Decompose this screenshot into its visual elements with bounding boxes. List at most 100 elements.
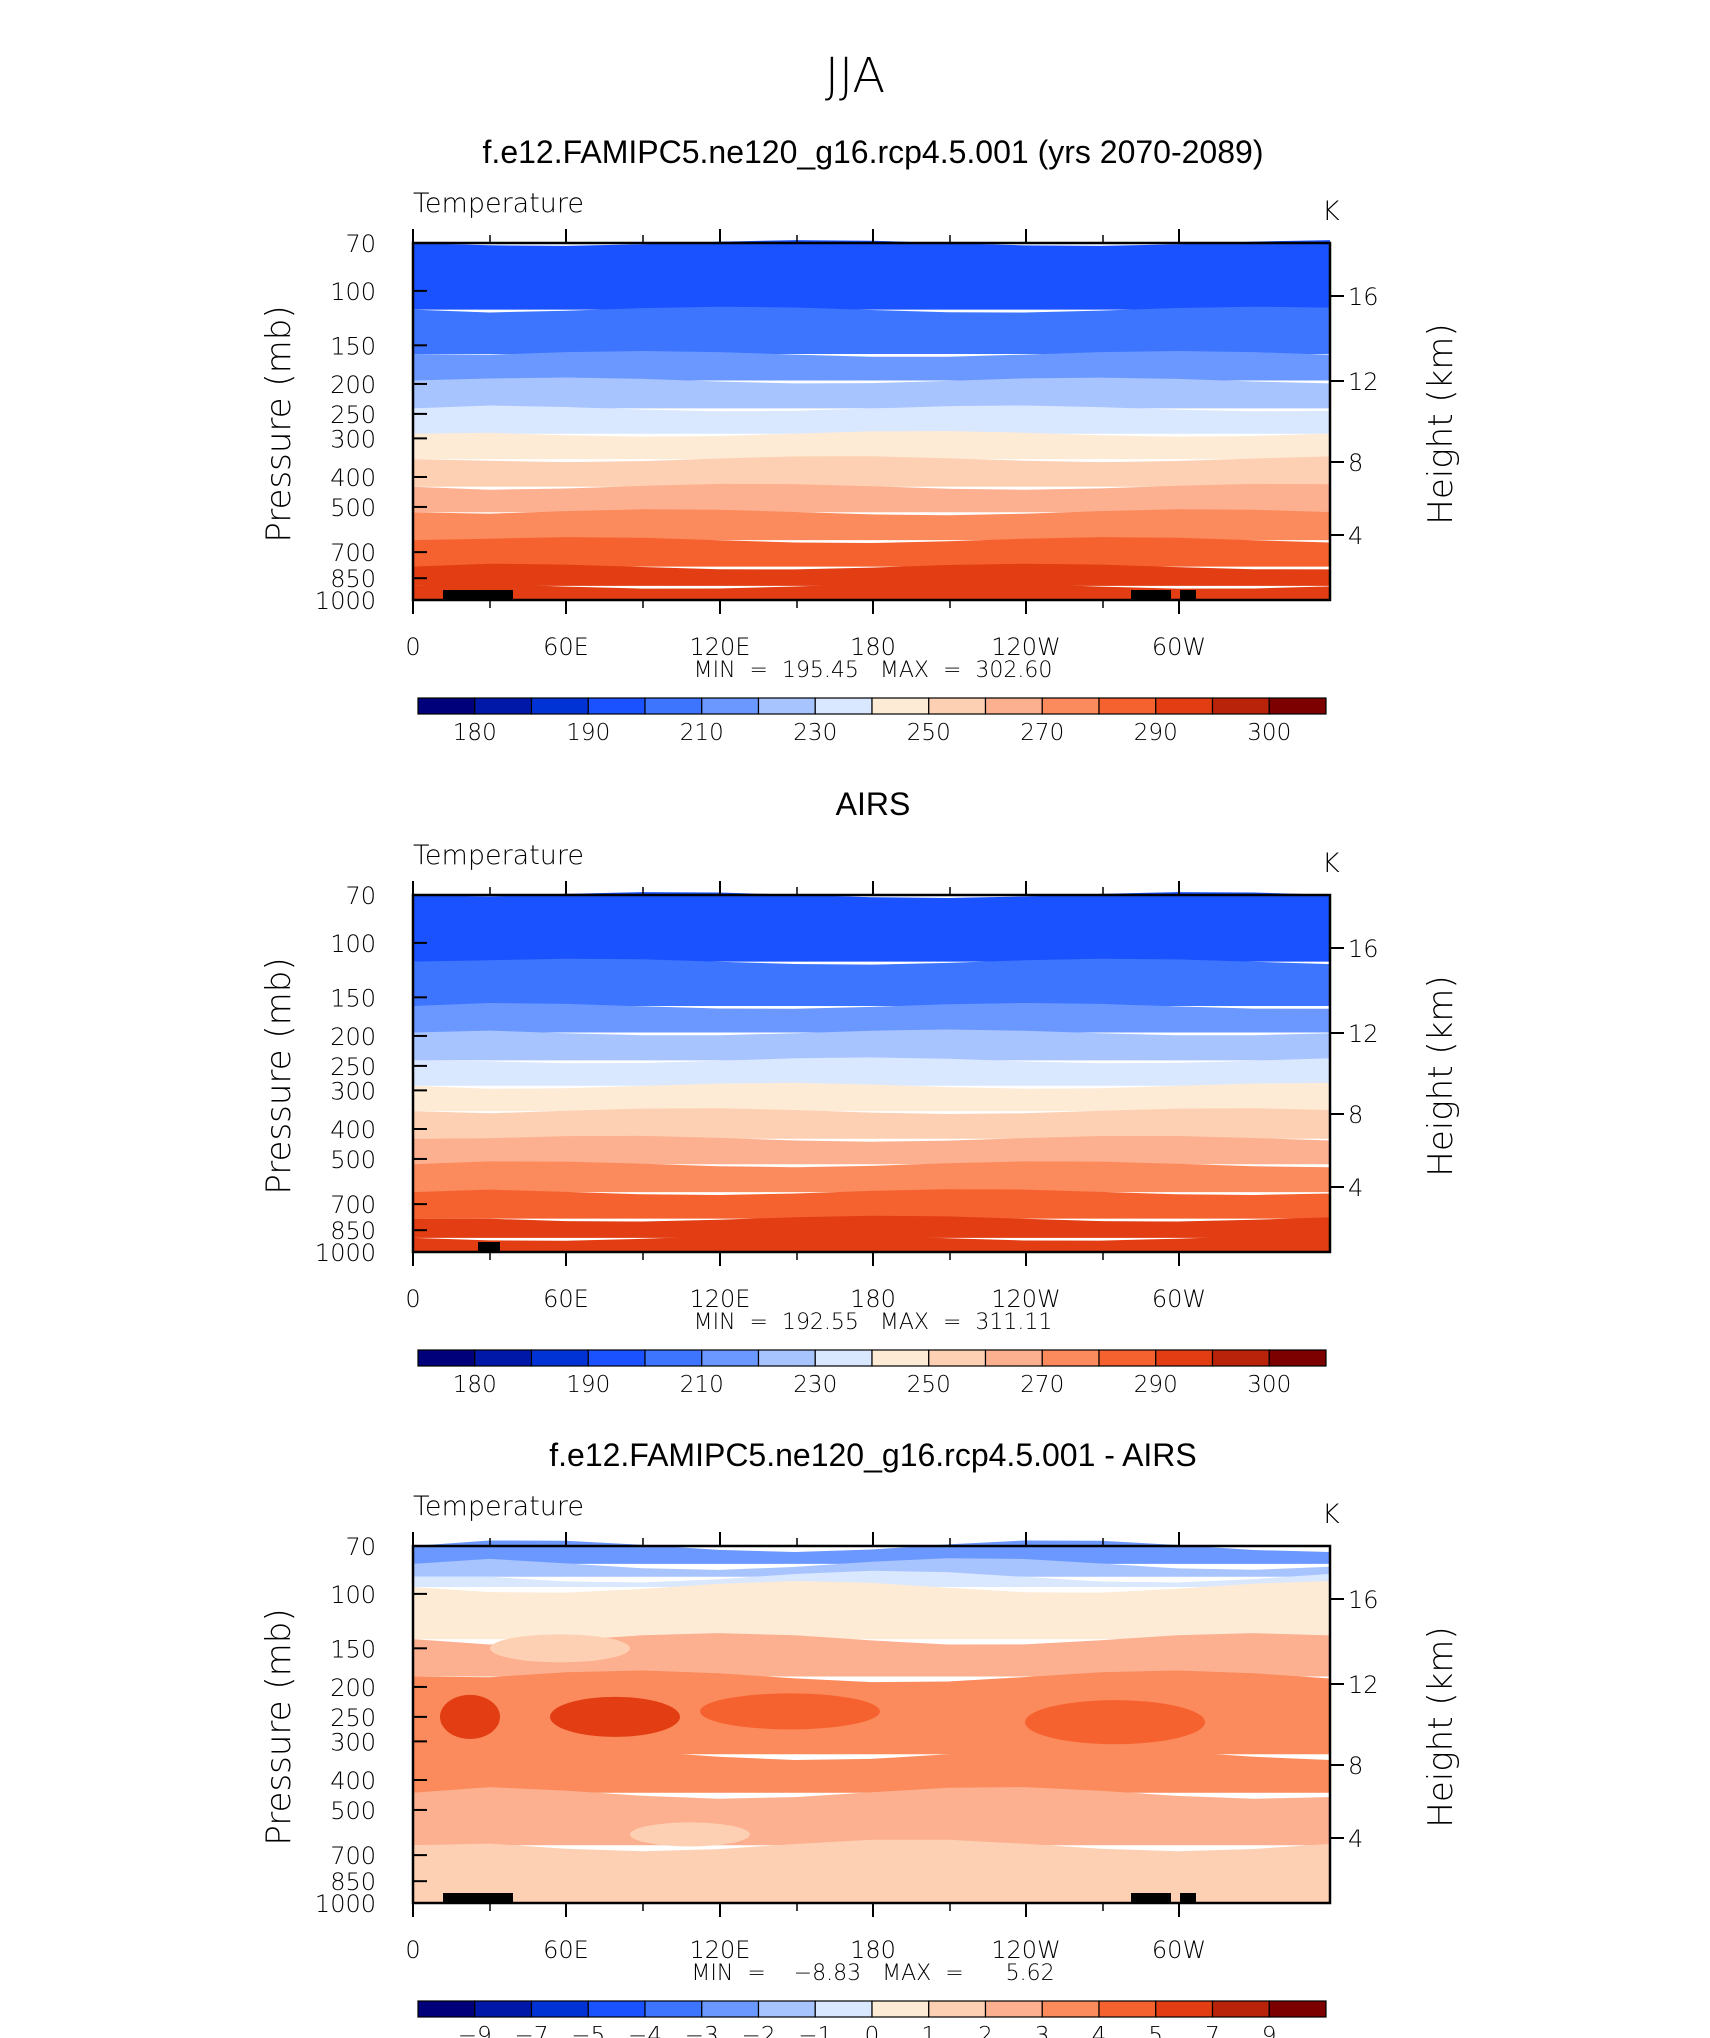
colorbar-box: [871, 2000, 930, 2018]
contour-band: [413, 1082, 1330, 1112]
y-tick-label: 70: [345, 230, 376, 258]
colorbar-label: −9: [458, 2023, 492, 2038]
y-tick-label: 1000: [315, 587, 376, 615]
contour-band: [413, 1108, 1330, 1139]
colorbar-box: [984, 2000, 1043, 2018]
y-right-tick-label: 12: [1348, 1671, 1379, 1699]
x-tick-label: 120E: [690, 1936, 751, 1964]
colorbar-box: [1268, 697, 1327, 715]
colorbar-box: [701, 697, 760, 715]
y-right-tick-label: 8: [1348, 449, 1363, 477]
colorbar-box: [587, 697, 646, 715]
colorbar-label: 270: [1020, 1372, 1064, 1398]
colorbar-box: [1155, 1349, 1214, 1367]
colorbar-box: [530, 2000, 589, 2018]
y-tick-label: 1000: [315, 1239, 376, 1267]
colorbar-box: [644, 1349, 703, 1367]
topography-mask: [443, 590, 513, 600]
panel-title: AIRS: [836, 786, 911, 822]
y-tick-label: 70: [345, 1533, 376, 1561]
topography-mask: [1131, 1893, 1171, 1903]
colorbar-box: [928, 697, 987, 715]
colorbar-label: 210: [680, 1372, 724, 1398]
plot-frame: [411, 241, 1332, 602]
topography-mask: [443, 1893, 513, 1903]
y-axis-title: Pressure (mb): [259, 957, 299, 1194]
y-tick-label: 500: [330, 1146, 376, 1174]
colorbar-label: −3: [685, 2023, 719, 2038]
y-tick-label: 70: [345, 882, 376, 910]
y-tick-label: 100: [330, 930, 376, 958]
contour-band: [413, 1029, 1330, 1061]
y-tick-label: 500: [330, 494, 376, 522]
contour-band: [413, 563, 1330, 586]
colorbar-label: −5: [571, 2023, 605, 2038]
variable-label: Temperature: [413, 188, 584, 219]
anomaly-region: [700, 1693, 880, 1730]
colorbar-label: 210: [680, 720, 724, 746]
colorbar-label: 9: [1262, 2023, 1277, 2038]
contour-band: [413, 958, 1330, 1006]
colorbar-box: [1041, 2000, 1100, 2018]
y-tick-label: 700: [330, 539, 376, 567]
contour-band: [413, 377, 1330, 409]
y-right-tick-label: 8: [1348, 1752, 1363, 1780]
colorbar-box: [587, 2000, 646, 2018]
contour-band: [413, 351, 1330, 381]
colorbar-box: [984, 1349, 1043, 1367]
y-right-tick-label: 4: [1348, 1174, 1363, 1202]
topography-mask: [1180, 590, 1196, 600]
contour-band: [413, 1234, 1330, 1252]
colorbar-label: 0: [865, 2023, 880, 2038]
contour-band: [413, 1633, 1330, 1677]
x-tick-label: 120W: [991, 633, 1061, 661]
colorbar-box: [1155, 697, 1214, 715]
y-right-tick-label: 16: [1348, 283, 1379, 311]
colorbar-box: [530, 1349, 589, 1367]
contour-band: [413, 1189, 1330, 1219]
contour-band: [413, 509, 1330, 541]
x-tick-label: 180: [850, 1285, 896, 1313]
anomaly-region: [490, 1634, 630, 1663]
colorbar-box: [814, 697, 873, 715]
x-tick-label: 180: [850, 1936, 896, 1964]
contour-band: [413, 1161, 1330, 1193]
colorbar-label: 300: [1247, 1372, 1291, 1398]
y-axis-title: Pressure (mb): [259, 305, 299, 542]
y-tick-label: 100: [330, 1581, 376, 1609]
colorbar-label: 1: [921, 2023, 936, 2038]
anomaly-region: [1030, 1863, 1130, 1884]
x-tick-label: 0: [405, 633, 420, 661]
contour-band: [413, 1748, 1330, 1793]
colorbar-box: [474, 2000, 533, 2018]
y-tick-label: 300: [330, 425, 376, 453]
colorbar-box: [1098, 2000, 1157, 2018]
colorbar-box: [984, 697, 1043, 715]
colorbar-box: [1041, 1349, 1100, 1367]
y-tick-label: 250: [330, 1704, 376, 1732]
colorbar-box: [530, 697, 589, 715]
colorbar-box: [1098, 697, 1157, 715]
y-tick-label: 400: [330, 1767, 376, 1795]
variable-label: Temperature: [413, 1491, 584, 1522]
x-tick-label: 60W: [1152, 1285, 1206, 1313]
colorbar-box: [1211, 697, 1270, 715]
contour-band: [413, 1540, 1330, 1564]
min-max-readout: MIN = 195.45 MAX = 302.60: [694, 658, 1053, 683]
contour-band: [413, 431, 1330, 460]
anomaly-region: [550, 1696, 680, 1737]
y-tick-label: 700: [330, 1191, 376, 1219]
figure-title: JJA: [825, 48, 885, 104]
colorbar-label: 230: [793, 720, 837, 746]
colorbar-box: [474, 1349, 533, 1367]
units-label: K: [1322, 848, 1340, 879]
topography-mask: [1131, 590, 1171, 600]
y-axis-title: Pressure (mb): [259, 1608, 299, 1845]
x-tick-label: 120E: [690, 1285, 751, 1313]
panel-title: f.e12.FAMIPC5.ne120_g16.rcp4.5.001 - AIR…: [549, 1437, 1197, 1473]
contour-band: [413, 892, 1330, 962]
y-right-tick-label: 16: [1348, 1586, 1379, 1614]
colorbar-box: [1211, 1349, 1270, 1367]
contour-band: [413, 1057, 1330, 1086]
